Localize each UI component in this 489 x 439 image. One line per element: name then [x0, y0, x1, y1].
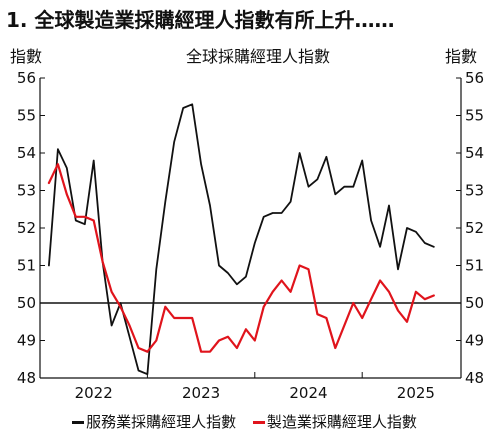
legend-item-services: 服務業採購經理人指數 — [72, 411, 236, 432]
y-tick-label-right: 55 — [465, 107, 484, 125]
y-tick-label-right: 53 — [465, 182, 484, 200]
figure-title: 1. 全球製造業採購經理人指數有所上升…… — [6, 8, 395, 32]
legend-swatch-services — [72, 421, 85, 424]
legend-label-manufacturing: 製造業採購經理人指數 — [266, 413, 417, 431]
y-tick-label-right: 54 — [465, 144, 484, 162]
y-tick-label-right: 49 — [465, 332, 484, 350]
legend-item-manufacturing: 製造業採購經理人指數 — [252, 411, 417, 432]
chart-legend: 服務業採購經理人指數 製造業採購經理人指數 — [0, 411, 489, 432]
x-tick-label: 2022 — [75, 384, 113, 402]
y-tick-label-left: 53 — [17, 182, 36, 200]
y-tick-label-right: 50 — [465, 294, 484, 312]
y-tick-label-left: 49 — [17, 332, 36, 350]
y-tick-label-left: 55 — [17, 107, 36, 125]
y-tick-label-right: 51 — [465, 257, 484, 275]
legend-label-services: 服務業採購經理人指數 — [86, 413, 237, 431]
y-tick-label-left: 51 — [17, 257, 36, 275]
series-line-manufacturing — [47, 163, 435, 353]
y-axis-label-left: 指數 — [10, 47, 42, 66]
x-tick-label: 2024 — [289, 384, 327, 402]
y-tick-label-right: 52 — [465, 219, 484, 237]
y-tick-label-right: 48 — [465, 369, 484, 387]
y-axis-label-right: 指數 — [445, 47, 477, 66]
y-tick-label-right: 56 — [465, 69, 484, 87]
y-tick-label-left: 50 — [17, 294, 36, 312]
x-tick-label: 2023 — [182, 384, 220, 402]
y-tick-label-left: 56 — [17, 69, 36, 87]
y-tick-label-left: 52 — [17, 219, 36, 237]
chart-title: 全球採購經理人指數 — [186, 47, 330, 66]
legend-swatch-manufacturing — [252, 421, 265, 424]
series-line-services — [48, 103, 435, 376]
x-tick-label: 2025 — [397, 384, 435, 402]
y-tick-label-left: 48 — [17, 369, 36, 387]
y-tick-label-left: 54 — [17, 144, 36, 162]
